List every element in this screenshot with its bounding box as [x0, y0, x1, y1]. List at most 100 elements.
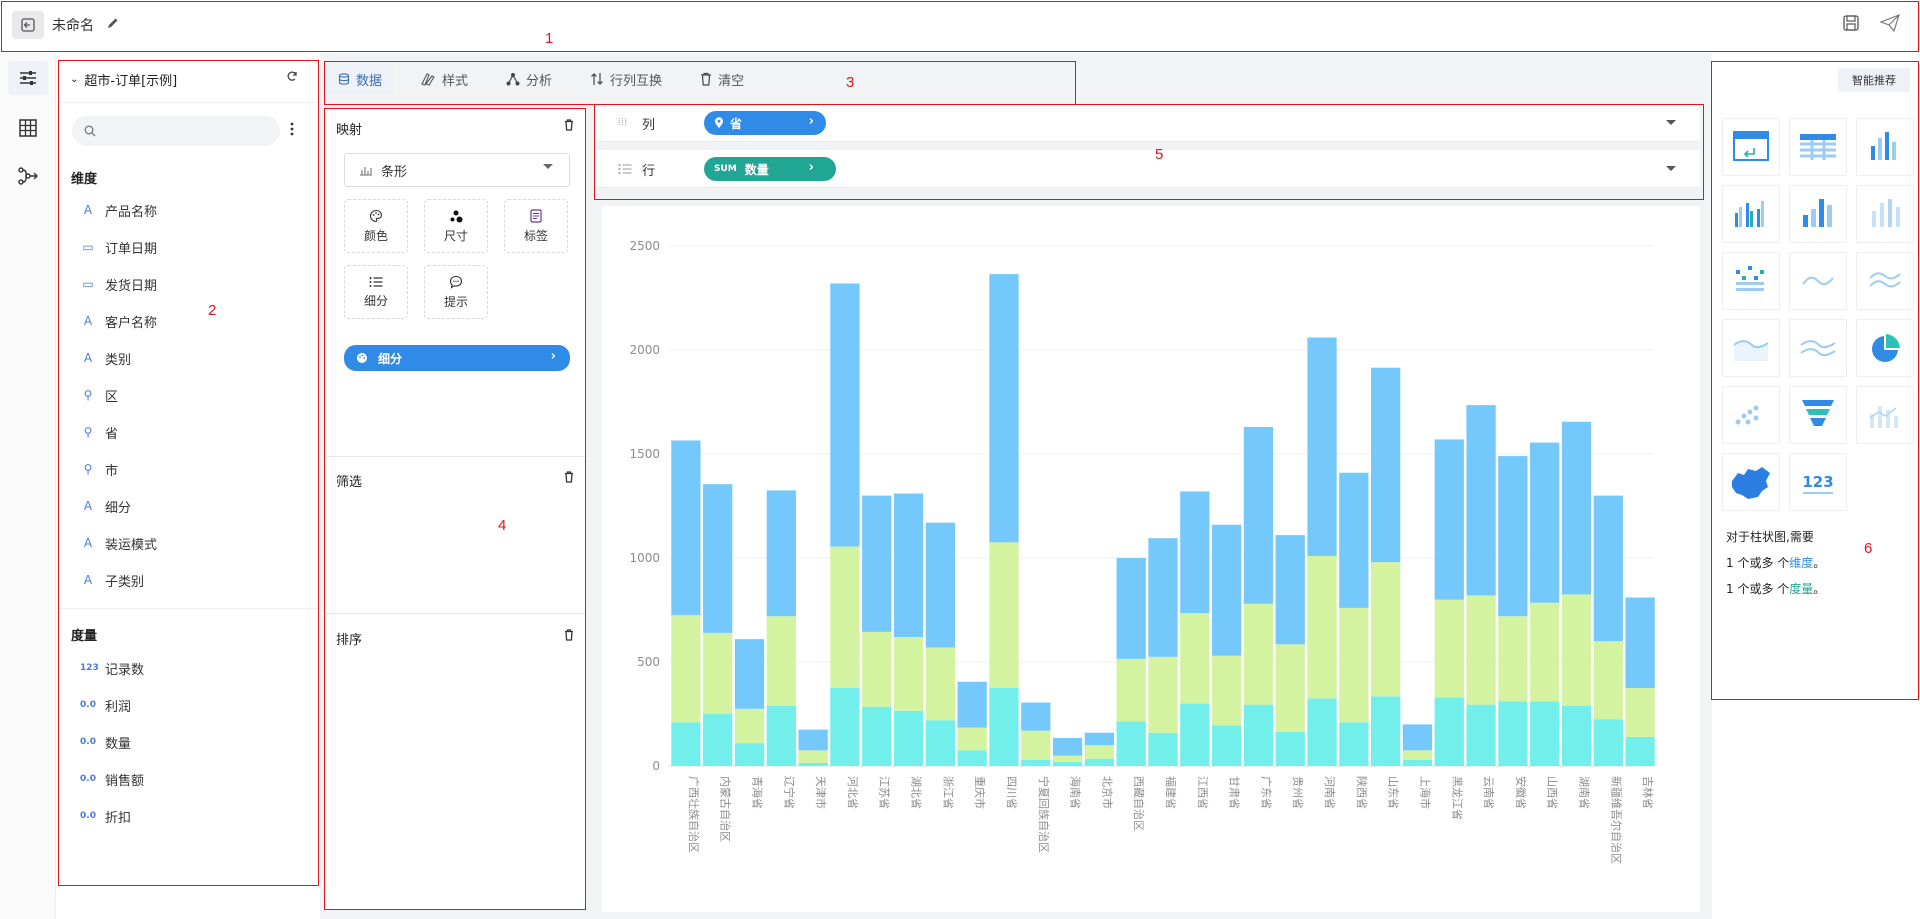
- field-item[interactable]: A 细分: [80, 496, 131, 516]
- field-label: 数量: [105, 736, 132, 752]
- columns-shelf[interactable]: ⦙⦙⦙ 列 省 ›: [596, 104, 1700, 142]
- chart-type-thumb[interactable]: [1722, 453, 1780, 511]
- chart-type-thumb[interactable]: [1856, 185, 1914, 243]
- channel-detail[interactable]: 细分: [344, 265, 408, 319]
- field-item[interactable]: A 产品名称: [80, 200, 157, 220]
- columns-field-pill[interactable]: 省 ›: [704, 111, 826, 135]
- field-item[interactable]: ⚲ 区: [80, 385, 118, 405]
- tab-swap-axes[interactable]: 行列互换: [578, 64, 674, 94]
- x-tick-label: 湖北省: [910, 776, 923, 809]
- save-button[interactable]: [1842, 14, 1860, 36]
- field-search[interactable]: [72, 116, 280, 146]
- hint-text: 1 个或多 个: [1726, 556, 1790, 570]
- decimal-type-icon: 0.0: [80, 700, 96, 710]
- chart-type-thumb[interactable]: [1789, 386, 1847, 444]
- chart-type-thumb[interactable]: [1856, 252, 1914, 310]
- chart-type-thumb[interactable]: [1789, 252, 1847, 310]
- field-item[interactable]: ⚲ 省: [80, 422, 118, 442]
- bar-segment: [1371, 367, 1401, 563]
- annotation-label-5: 5: [1155, 146, 1164, 163]
- field-item[interactable]: A 类别: [80, 348, 131, 368]
- analysis-icon: [506, 73, 520, 86]
- bar-segment: [862, 631, 892, 707]
- y-tick-label: 2500: [629, 239, 660, 253]
- field-item[interactable]: ⚲ 市: [80, 459, 118, 479]
- field-item[interactable]: 0.0 销售额: [80, 769, 144, 789]
- field-item[interactable]: ▭ 发货日期: [80, 274, 157, 294]
- filter-clear-button[interactable]: [564, 471, 574, 487]
- mapping-clear-button[interactable]: [564, 119, 574, 135]
- chart-type-thumb[interactable]: [1722, 185, 1780, 243]
- decimal-type-icon: 0.0: [80, 737, 96, 747]
- chart-type-thumb[interactable]: [1722, 252, 1780, 310]
- dropdown-caret-icon: [543, 164, 553, 169]
- tab-analysis[interactable]: 分析: [494, 64, 564, 94]
- x-tick-label: 辽宁省: [782, 776, 796, 809]
- chart-type-thumb[interactable]: [1789, 319, 1847, 377]
- rows-dropdown-icon[interactable]: [1666, 166, 1676, 171]
- x-tick-label: 山西省: [1546, 776, 1559, 809]
- tab-data[interactable]: 数据: [326, 64, 395, 94]
- chart-type-thumb[interactable]: [1789, 185, 1847, 243]
- x-tick-label: 内蒙古自治区: [719, 776, 733, 842]
- tab-clear[interactable]: 清空: [688, 64, 756, 94]
- dataset-header[interactable]: ⌄ 超市-订单[示例]: [70, 70, 177, 89]
- x-tick-label: 宁夏回族自治区: [1037, 776, 1051, 853]
- detail-field-pill[interactable]: 细分 ›: [344, 345, 570, 371]
- rows-field-pill[interactable]: SUM 数量 ›: [704, 157, 836, 181]
- field-item[interactable]: A 子类别: [80, 570, 144, 590]
- field-label: 子类别: [105, 574, 145, 590]
- chart-type-thumb[interactable]: [1789, 118, 1847, 176]
- scatter-icon: [1735, 405, 1759, 425]
- bar-segment: [1466, 405, 1496, 596]
- bar-segment: [1402, 759, 1433, 766]
- rename-button[interactable]: [106, 16, 120, 34]
- field-item[interactable]: A 客户名称: [80, 311, 157, 331]
- chart-type-thumb[interactable]: 123: [1789, 453, 1847, 511]
- chart-type-thumb[interactable]: [1722, 386, 1780, 444]
- rail-table-button[interactable]: [8, 111, 48, 145]
- field-item[interactable]: 0.0 利润: [80, 695, 131, 715]
- sort-clear-button[interactable]: [564, 629, 574, 645]
- channel-label[interactable]: 标签: [504, 199, 568, 253]
- text-type-icon: A: [83, 351, 93, 365]
- annotation-box-3: [324, 61, 1076, 105]
- channel-color[interactable]: 颜色: [344, 199, 408, 253]
- chart-type-thumb[interactable]: [1722, 319, 1780, 377]
- channel-size[interactable]: 尺寸: [424, 199, 488, 253]
- chart-type-select[interactable]: 条形: [344, 153, 570, 187]
- chart-type-thumb[interactable]: [1722, 118, 1780, 176]
- hint-line-2: 1 个或多 个维度。: [1726, 550, 1825, 576]
- doc-title[interactable]: 未命名: [52, 18, 94, 34]
- bar-segment: [1593, 495, 1623, 642]
- bar-segment: [830, 283, 860, 547]
- field-item[interactable]: ▭ 订单日期: [80, 237, 157, 257]
- publish-button[interactable]: [1879, 13, 1900, 36]
- rows-label: 行: [642, 164, 656, 179]
- field-item[interactable]: 0.0 数量: [80, 732, 131, 752]
- palette-icon: [357, 353, 367, 363]
- field-item[interactable]: 0.0 折扣: [80, 806, 131, 826]
- decimal-type-icon: 0.0: [80, 774, 96, 784]
- rail-flow-button[interactable]: [8, 159, 48, 193]
- columns-dropdown-icon[interactable]: [1666, 120, 1676, 125]
- rail-config-button[interactable]: [8, 61, 48, 95]
- channel-tooltip[interactable]: 提示: [424, 265, 488, 319]
- chart-type-thumb[interactable]: [1856, 319, 1914, 377]
- field-item[interactable]: A 装运模式: [80, 533, 157, 553]
- field-item[interactable]: 123 记录数: [80, 658, 144, 678]
- back-button[interactable]: [12, 11, 44, 39]
- bar-segment: [862, 706, 892, 766]
- refresh-button[interactable]: [286, 70, 298, 86]
- more-options-button[interactable]: [290, 122, 296, 140]
- rows-shelf[interactable]: 行 SUM 数量 ›: [596, 150, 1700, 188]
- smart-recommend-button[interactable]: 智能推荐: [1838, 68, 1910, 92]
- search-input[interactable]: [102, 124, 272, 138]
- annotation-box-5: [594, 104, 1704, 200]
- chart-type-thumb[interactable]: [1856, 386, 1914, 444]
- calendar-icon: ▭: [82, 240, 94, 254]
- chart-type-thumb[interactable]: [1856, 118, 1914, 176]
- bar-segment: [1243, 704, 1274, 766]
- tab-style[interactable]: 样式: [408, 64, 480, 94]
- bar-segment: [1466, 595, 1496, 705]
